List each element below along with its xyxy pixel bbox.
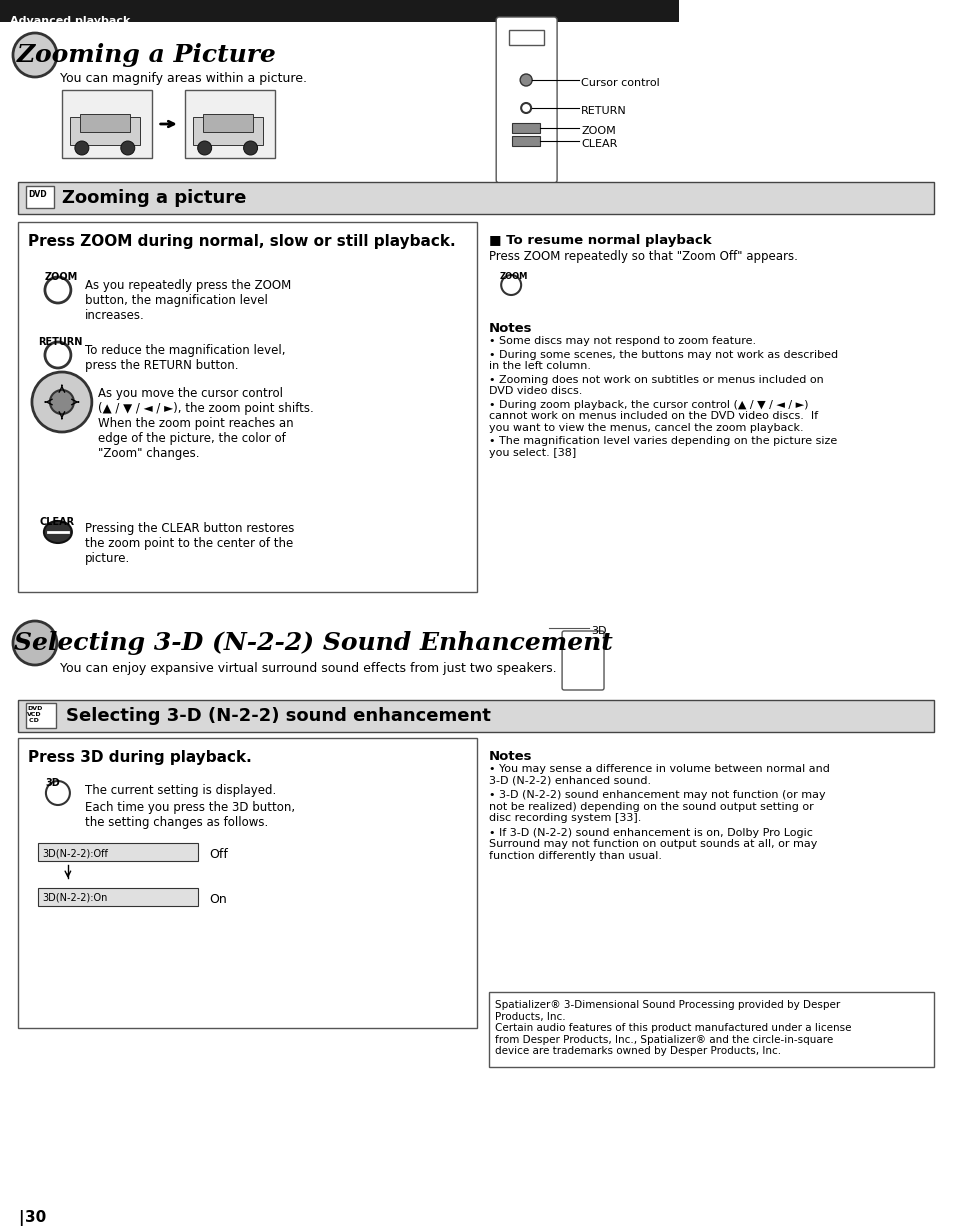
- Circle shape: [50, 391, 73, 414]
- Text: 3D(N-2-2):Off: 3D(N-2-2):Off: [42, 848, 108, 857]
- Circle shape: [197, 140, 212, 155]
- Text: • During zoom playback, the cursor control (▲ / ▼ / ◄ / ►)
cannot work on menus : • During zoom playback, the cursor contr…: [489, 399, 818, 432]
- Text: • Some discs may not respond to zoom feature.: • Some discs may not respond to zoom fea…: [489, 336, 756, 346]
- Text: Press ZOOM during normal, slow or still playback.: Press ZOOM during normal, slow or still …: [28, 234, 456, 249]
- Text: • If 3-D (N-2-2) sound enhancement is on, Dolby Pro Logic
Surround may not funct: • If 3-D (N-2-2) sound enhancement is on…: [489, 828, 817, 861]
- Text: |: |: [18, 1210, 24, 1226]
- Circle shape: [519, 74, 532, 86]
- Text: RETURN: RETURN: [580, 106, 626, 116]
- Text: To reduce the magnification level,
press the RETURN button.: To reduce the magnification level, press…: [85, 344, 285, 372]
- Bar: [38, 843, 197, 861]
- Text: ZOOM: ZOOM: [45, 272, 78, 282]
- Text: Press ZOOM repeatedly so that "Zoom Off" appears.: Press ZOOM repeatedly so that "Zoom Off"…: [489, 250, 798, 262]
- Text: • 3-D (N-2-2) sound enhancement may not function (or may
not be realized) depend: • 3-D (N-2-2) sound enhancement may not …: [489, 790, 825, 823]
- Text: Cursor control: Cursor control: [580, 78, 659, 87]
- Ellipse shape: [44, 521, 71, 543]
- Text: electing 3-D (N-2-2) Sound Enhancement: electing 3-D (N-2-2) Sound Enhancement: [31, 631, 612, 655]
- Text: You can enjoy expansive virtual surround sound effects from just two speakers.: You can enjoy expansive virtual surround…: [60, 662, 556, 675]
- Bar: [509, 30, 543, 46]
- FancyBboxPatch shape: [561, 631, 603, 690]
- Circle shape: [31, 372, 91, 432]
- Text: The current setting is displayed.: The current setting is displayed.: [85, 784, 275, 797]
- Circle shape: [13, 33, 57, 78]
- Circle shape: [46, 781, 70, 804]
- Text: CLEAR: CLEAR: [580, 139, 617, 149]
- Circle shape: [74, 140, 89, 155]
- Circle shape: [500, 275, 520, 294]
- Circle shape: [13, 621, 57, 665]
- FancyBboxPatch shape: [496, 17, 557, 184]
- Text: You can magnify areas within a picture.: You can magnify areas within a picture.: [60, 71, 307, 85]
- Text: 3D: 3D: [591, 626, 606, 636]
- Bar: [512, 136, 539, 147]
- Bar: [26, 703, 56, 728]
- Bar: [0, 0, 679, 22]
- Bar: [70, 117, 140, 145]
- Bar: [18, 222, 476, 593]
- Text: Press 3D during playback.: Press 3D during playback.: [28, 750, 252, 765]
- Text: Z: Z: [17, 43, 35, 67]
- Bar: [80, 115, 130, 132]
- Text: Selecting 3-D (N-2-2) sound enhancement: Selecting 3-D (N-2-2) sound enhancement: [66, 707, 490, 724]
- Circle shape: [45, 342, 71, 368]
- Circle shape: [243, 140, 257, 155]
- Text: ZOOM: ZOOM: [580, 126, 615, 136]
- Bar: [18, 182, 934, 214]
- Text: Each time you press the 3D button,
the setting changes as follows.: Each time you press the 3D button, the s…: [85, 801, 294, 829]
- Text: DVD
VCD
 CD: DVD VCD CD: [27, 706, 42, 723]
- Text: As you move the cursor control
(▲ / ▼ / ◄ / ►), the zoom point shifts.
When the : As you move the cursor control (▲ / ▼ / …: [98, 387, 314, 460]
- Text: Spatializer® 3-Dimensional Sound Processing provided by Desper
Products, Inc.
Ce: Spatializer® 3-Dimensional Sound Process…: [495, 1000, 851, 1056]
- Bar: [512, 123, 539, 133]
- Text: • Zooming does not work on subtitles or menus included on
DVD video discs.: • Zooming does not work on subtitles or …: [489, 375, 823, 397]
- Text: 3D(N-2-2):On: 3D(N-2-2):On: [42, 893, 107, 903]
- Text: ooming a Picture: ooming a Picture: [35, 43, 275, 67]
- Text: Advanced playback: Advanced playback: [10, 16, 131, 26]
- Bar: [489, 992, 934, 1067]
- Circle shape: [121, 140, 134, 155]
- Text: CLEAR: CLEAR: [40, 517, 75, 527]
- Text: Notes: Notes: [489, 750, 532, 763]
- Bar: [202, 115, 253, 132]
- Text: RETURN: RETURN: [38, 338, 82, 347]
- Text: S: S: [14, 631, 32, 655]
- Text: • You may sense a difference in volume between normal and
3-D (N-2-2) enhanced s: • You may sense a difference in volume b…: [489, 764, 829, 786]
- Text: Notes: Notes: [489, 322, 532, 335]
- Bar: [185, 90, 274, 158]
- Text: • During some scenes, the buttons may not work as described
in the left column.: • During some scenes, the buttons may no…: [489, 350, 838, 371]
- Text: ZOOM: ZOOM: [498, 272, 527, 281]
- Bar: [62, 90, 152, 158]
- Text: On: On: [210, 893, 227, 906]
- Text: 3D: 3D: [45, 777, 60, 788]
- Bar: [26, 186, 54, 208]
- Text: 30: 30: [25, 1210, 46, 1225]
- Text: As you repeatedly press the ZOOM
button, the magnification level
increases.: As you repeatedly press the ZOOM button,…: [85, 278, 291, 322]
- Bar: [193, 117, 262, 145]
- Bar: [18, 700, 934, 732]
- Text: Pressing the CLEAR button restores
the zoom point to the center of the
picture.: Pressing the CLEAR button restores the z…: [85, 522, 294, 565]
- Text: Zooming a picture: Zooming a picture: [62, 188, 246, 207]
- Bar: [38, 888, 197, 906]
- Text: DVD: DVD: [28, 190, 47, 200]
- Text: Off: Off: [210, 848, 229, 861]
- Text: ■ To resume normal playback: ■ To resume normal playback: [489, 234, 711, 246]
- Text: • The magnification level varies depending on the picture size
you select. [38]: • The magnification level varies dependi…: [489, 436, 837, 457]
- Circle shape: [45, 277, 71, 303]
- Circle shape: [520, 103, 531, 113]
- Bar: [18, 738, 476, 1027]
